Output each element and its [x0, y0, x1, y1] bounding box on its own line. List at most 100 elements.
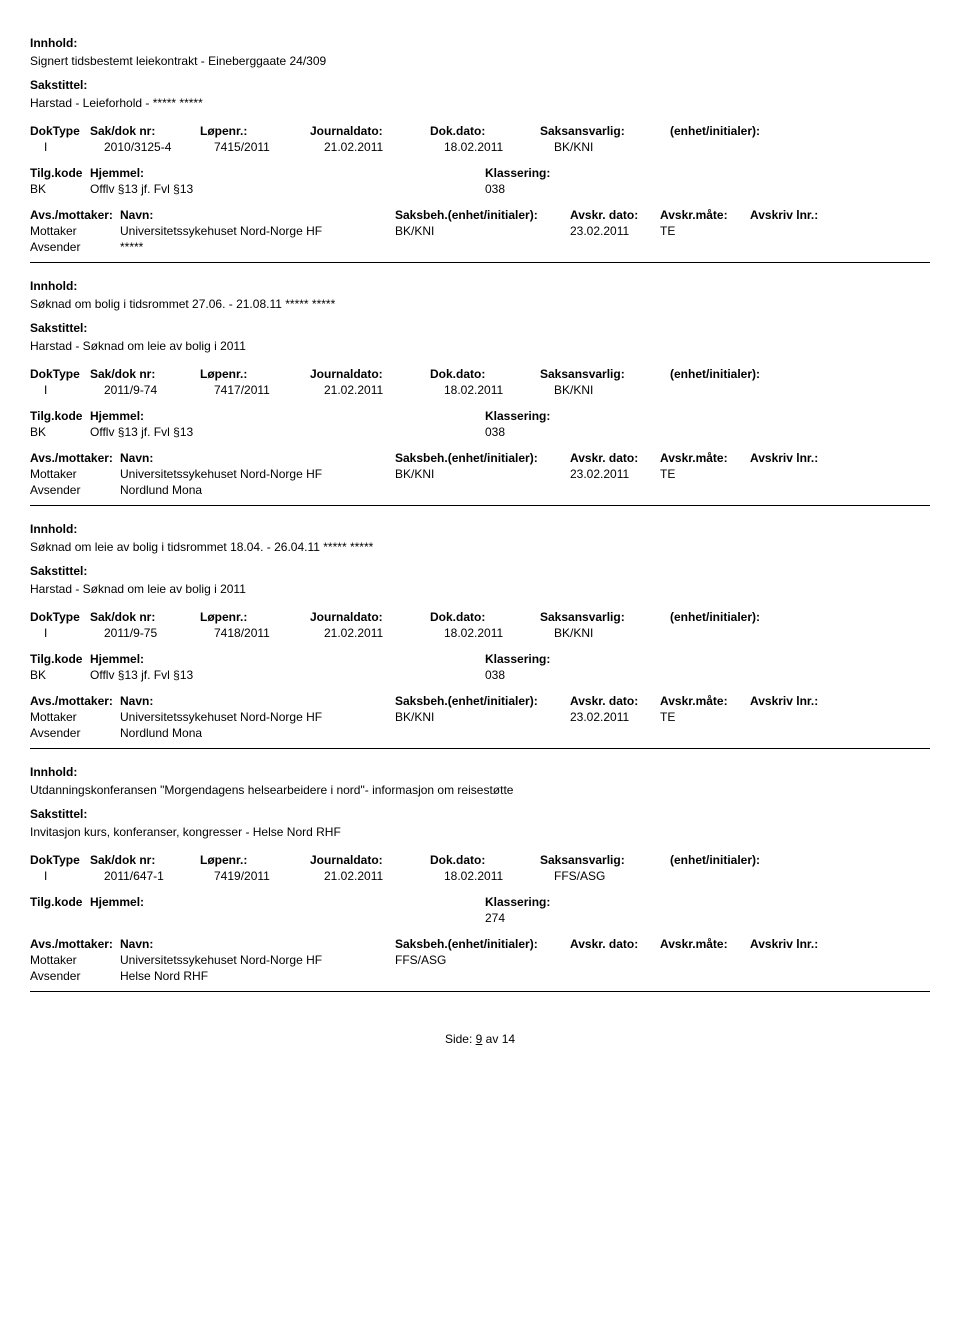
- saksansvarlig-value: BK/KNI: [554, 383, 684, 397]
- footer-total: 14: [502, 1032, 515, 1046]
- sakstittel-label: Sakstittel:: [30, 807, 930, 821]
- dokdato-header: Dok.dato:: [430, 853, 540, 867]
- lopenr-value: 7415/2011: [214, 140, 324, 154]
- tilgkode-value: BK: [30, 425, 90, 439]
- saksansvarlig-header: Saksansvarlig:: [540, 124, 670, 138]
- mottaker-header-row: Avs./mottaker:Navn:Saksbeh.(enhet/initia…: [30, 937, 930, 951]
- mottaker-navn: Universitetssykehuset Nord-Norge HF: [120, 467, 395, 481]
- navn-header: Navn:: [120, 937, 395, 951]
- mottaker-saksbeh: FFS/ASG: [395, 953, 570, 967]
- avsender-label: Avsender: [30, 483, 120, 497]
- mottaker-avskrmate: TE: [660, 710, 750, 724]
- lopenr-header: Løpenr.:: [200, 610, 310, 624]
- lopenr-value: 7418/2011: [214, 626, 324, 640]
- klassering-header: Klassering:: [485, 166, 605, 180]
- meta-value-row: I2011/647-17419/201121.02.201118.02.2011…: [30, 869, 930, 883]
- mottaker-avskrdato: 23.02.2011: [570, 467, 660, 481]
- dokdato-value: 18.02.2011: [444, 383, 554, 397]
- meta-value-row: I2011/9-757418/201121.02.201118.02.2011B…: [30, 626, 930, 640]
- doktype-value: I: [30, 626, 104, 640]
- avsmottaker-header: Avs./mottaker:: [30, 451, 120, 465]
- doktype-value: I: [30, 869, 104, 883]
- avskrmate-header: Avskr.måte:: [660, 451, 750, 465]
- avskrmate-header: Avskr.måte:: [660, 208, 750, 222]
- klassering-header: Klassering:: [485, 409, 605, 423]
- avsmottaker-header: Avs./mottaker:: [30, 694, 120, 708]
- mottaker-navn: Universitetssykehuset Nord-Norge HF: [120, 953, 395, 967]
- klassering-header: Klassering:: [485, 895, 605, 909]
- sakstittel-label: Sakstittel:: [30, 564, 930, 578]
- mottaker-row: MottakerUniversitetssykehuset Nord-Norge…: [30, 467, 930, 481]
- navn-header: Navn:: [120, 694, 395, 708]
- dokdato-header: Dok.dato:: [430, 367, 540, 381]
- hjemmel-header-row: Tilg.kodeHjemmel:Klassering:: [30, 652, 930, 666]
- sakdok-value: 2011/9-74: [104, 383, 214, 397]
- lopenr-header: Løpenr.:: [200, 124, 310, 138]
- klassering-header: Klassering:: [485, 652, 605, 666]
- mottaker-row: MottakerUniversitetssykehuset Nord-Norge…: [30, 953, 930, 967]
- enhet-header: (enhet/initialer):: [670, 853, 810, 867]
- lopenr-header: Løpenr.:: [200, 367, 310, 381]
- avsender-navn: Nordlund Mona: [120, 483, 395, 497]
- innhold-label: Innhold:: [30, 522, 930, 536]
- mottaker-avskrmate: TE: [660, 224, 750, 238]
- doktype-header: DokType: [30, 610, 90, 624]
- sakdok-header: Sak/dok nr:: [90, 124, 200, 138]
- avsender-row: AvsenderNordlund Mona: [30, 726, 930, 740]
- dokdato-header: Dok.dato:: [430, 610, 540, 624]
- sakstittel-text: Harstad - Søknad om leie av bolig i 2011: [30, 339, 930, 353]
- hjemmel-header: Hjemmel:: [90, 895, 485, 909]
- sakdok-value: 2011/647-1: [104, 869, 214, 883]
- avskrdato-header: Avskr. dato:: [570, 451, 660, 465]
- avskrmate-header: Avskr.måte:: [660, 937, 750, 951]
- mottaker-navn: Universitetssykehuset Nord-Norge HF: [120, 710, 395, 724]
- hjemmel-header-row: Tilg.kodeHjemmel:Klassering:: [30, 166, 930, 180]
- journal-record: Innhold:Signert tidsbestemt leiekontrakt…: [30, 36, 930, 263]
- hjemmel-header: Hjemmel:: [90, 409, 485, 423]
- avsender-label: Avsender: [30, 726, 120, 740]
- hjemmel-value-row: BKOfflv §13 jf. Fvl §13038: [30, 425, 930, 439]
- sakstittel-label: Sakstittel:: [30, 321, 930, 335]
- avskrivlnr-header: Avskriv lnr.:: [750, 694, 840, 708]
- tilgkode-header: Tilg.kode: [30, 166, 90, 180]
- avskrmate-header: Avskr.måte:: [660, 694, 750, 708]
- innhold-text: Søknad om bolig i tidsrommet 27.06. - 21…: [30, 297, 930, 311]
- record-divider: [30, 991, 930, 992]
- sakstittel-text: Harstad - Søknad om leie av bolig i 2011: [30, 582, 930, 596]
- record-divider: [30, 505, 930, 506]
- meta-header-row: DokTypeSak/dok nr:Løpenr.:Journaldato:Do…: [30, 610, 930, 624]
- mottaker-label: Mottaker: [30, 710, 120, 724]
- mottaker-header-row: Avs./mottaker:Navn:Saksbeh.(enhet/initia…: [30, 208, 930, 222]
- dokdato-value: 18.02.2011: [444, 140, 554, 154]
- mottaker-avskrdato: 23.02.2011: [570, 224, 660, 238]
- avsender-row: Avsender*****: [30, 240, 930, 254]
- avsender-label: Avsender: [30, 969, 120, 983]
- journaldato-value: 21.02.2011: [324, 383, 444, 397]
- footer-page: 9: [476, 1032, 483, 1046]
- tilgkode-header: Tilg.kode: [30, 652, 90, 666]
- klassering-value: 274: [485, 911, 605, 925]
- doktype-header: DokType: [30, 124, 90, 138]
- saksansvarlig-value: BK/KNI: [554, 626, 684, 640]
- hjemmel-value: Offlv §13 jf. Fvl §13: [90, 668, 485, 682]
- saksansvarlig-header: Saksansvarlig:: [540, 853, 670, 867]
- innhold-text: Søknad om leie av bolig i tidsrommet 18.…: [30, 540, 930, 554]
- avsender-navn: Helse Nord RHF: [120, 969, 395, 983]
- journaldato-header: Journaldato:: [310, 853, 430, 867]
- journaldato-value: 21.02.2011: [324, 626, 444, 640]
- avsmottaker-header: Avs./mottaker:: [30, 937, 120, 951]
- mottaker-navn: Universitetssykehuset Nord-Norge HF: [120, 224, 395, 238]
- saksbeh-header: Saksbeh.(enhet/initialer):: [395, 937, 570, 951]
- hjemmel-header-row: Tilg.kodeHjemmel:Klassering:: [30, 409, 930, 423]
- mottaker-avskrmate: TE: [660, 467, 750, 481]
- avsender-label: Avsender: [30, 240, 120, 254]
- mottaker-row: MottakerUniversitetssykehuset Nord-Norge…: [30, 710, 930, 724]
- journal-record: Innhold: Søknad om leie av bolig i tidsro…: [30, 522, 930, 749]
- sakstittel-text: Invitasjon kurs, konferanser, kongresser…: [30, 825, 930, 839]
- hjemmel-header: Hjemmel:: [90, 166, 485, 180]
- innhold-text: Signert tidsbestemt leiekontrakt - Eineb…: [30, 54, 930, 68]
- navn-header: Navn:: [120, 451, 395, 465]
- journal-record: Innhold:Søknad om bolig i tidsrommet 27.…: [30, 279, 930, 506]
- avsender-navn: Nordlund Mona: [120, 726, 395, 740]
- innhold-text: Utdanningskonferansen "Morgendagens hels…: [30, 783, 930, 797]
